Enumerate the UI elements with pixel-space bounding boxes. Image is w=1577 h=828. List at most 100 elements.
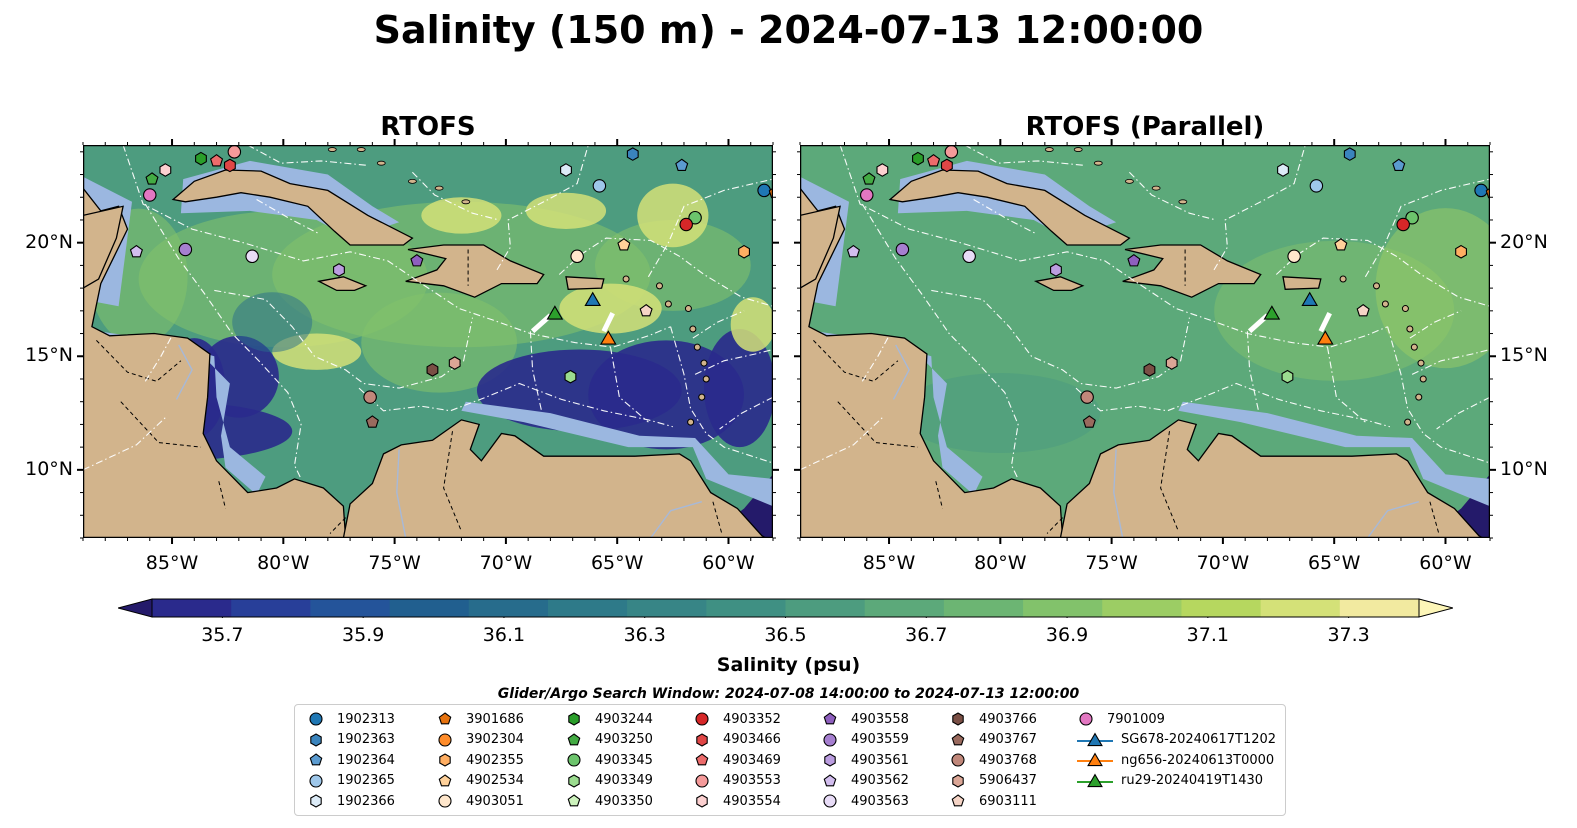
map-marker-5906437-0[interactable] (448, 356, 461, 370)
map-marker-4903558-1[interactable] (1127, 253, 1141, 267)
legend-label: 1902313 (337, 711, 395, 727)
legend-label: 1902364 (337, 752, 395, 768)
colorbar-segment (547, 599, 628, 617)
legend-label: 4903352 (723, 711, 781, 727)
legend-label: 4903554 (723, 793, 781, 809)
legend-marker-hexagon (824, 753, 836, 767)
map-marker-4903559-1[interactable] (895, 242, 910, 257)
map-marker-4903553-1[interactable] (944, 145, 959, 159)
map-marker-4903352-0[interactable] (679, 217, 693, 232)
legend-item: 1902365 (307, 771, 395, 791)
colorbar-extend-low (118, 598, 153, 618)
map-marker-1902365-0[interactable] (592, 179, 607, 193)
main-title: Salinity (150 m) - 2024-07-13 12:00:00 (373, 8, 1204, 52)
map-marker-4903466-1[interactable] (940, 158, 953, 173)
map-marker-4903554-1[interactable] (876, 163, 889, 177)
map-marker-5906437-1[interactable] (1165, 356, 1178, 370)
map-marker-4903051-0[interactable] (570, 249, 584, 264)
legend-marker-circle (567, 753, 581, 767)
map-marker-1902365-1[interactable] (1309, 179, 1324, 193)
legend-marker-hexagon (310, 732, 322, 747)
map-marker-4903563-0[interactable] (245, 249, 259, 264)
legend-marker-pentagon (438, 773, 452, 786)
map-marker-4902534-1[interactable] (1334, 238, 1348, 251)
map-marker-4903766-1[interactable] (1143, 363, 1156, 377)
map-marker-1902313-1[interactable] (1474, 183, 1488, 198)
map-marker-4903469-1[interactable] (927, 154, 941, 167)
map-marker-ng656-20240613T0000-1[interactable] (1316, 330, 1334, 345)
legend: 1902313 1902363 1902364 1902365 1902366 39016… (294, 704, 1286, 816)
map-marker-ru29-20240419T1430-0[interactable] (546, 305, 564, 320)
map-marker-4903554-0[interactable] (159, 163, 172, 177)
legend-marker-pentagon (951, 794, 965, 807)
map-marker-4903561-1[interactable] (1050, 263, 1062, 277)
legend-marker-triangle (1077, 732, 1113, 746)
lon-tick-label: 70°W (479, 552, 533, 574)
map-marker-6903111-1[interactable] (1356, 303, 1370, 317)
legend-item: 4902355 (436, 750, 524, 770)
map-marker-4903345-0[interactable] (688, 210, 702, 225)
map-marker-4903469-0[interactable] (210, 154, 224, 167)
map-marker-4903558-0[interactable] (410, 253, 424, 267)
legend-item: 4903469 (693, 750, 781, 770)
map-marker-4903345-1[interactable] (1405, 210, 1419, 225)
map-marker-1902364-1[interactable] (1392, 158, 1406, 172)
map-marker-1902366-1[interactable] (1277, 163, 1289, 177)
map-marker-4903352-1[interactable] (1396, 217, 1410, 232)
map-marker-4903562-1[interactable] (846, 244, 860, 258)
legend-item: 4903250 (565, 730, 653, 750)
map-marker-4902534-0[interactable] (617, 238, 631, 251)
lon-tick-label: 60°W (702, 552, 755, 574)
map-marker-6903111-0[interactable] (639, 303, 653, 317)
legend-marker-hexagon (952, 773, 964, 788)
map-marker-1902363-0[interactable] (626, 147, 639, 161)
legend-marker-hexagon (568, 773, 580, 788)
map-marker-4903349-1[interactable] (1281, 369, 1294, 384)
map-marker-4903559-0[interactable] (178, 242, 193, 257)
map-marker-4903250-0[interactable] (145, 172, 159, 185)
map-marker-1902313-0[interactable] (757, 183, 771, 198)
legend-label: 4903766 (979, 711, 1037, 727)
map-marker-4903244-0[interactable] (195, 151, 207, 166)
map-marker-ru29-20240419T1430-1[interactable] (1263, 305, 1281, 320)
map-marker-4902355-0[interactable] (738, 244, 750, 259)
map-marker-ng656-20240613T0000-0[interactable] (599, 330, 617, 345)
map-marker-4903553-0[interactable] (227, 145, 242, 159)
map-marker-4903563-1[interactable] (962, 249, 976, 264)
map-marker-SG678-20240617T1202-1[interactable] (1301, 291, 1319, 306)
lon-tick-label: 80°W (974, 552, 1027, 574)
map-marker-1902366-0[interactable] (560, 163, 572, 177)
map-marker-4903766-0[interactable] (426, 363, 439, 377)
map-panel-rtofs[interactable] (83, 145, 773, 538)
map-marker-4903250-1[interactable] (862, 172, 876, 185)
map-marker-7901009-0[interactable] (143, 188, 157, 202)
map-marker-4902355-1[interactable] (1455, 244, 1467, 259)
map-marker-4903466-0[interactable] (223, 158, 236, 173)
map-marker-4903561-0[interactable] (333, 263, 345, 277)
map-marker-4903349-0[interactable] (564, 369, 577, 384)
map-marker-SG678-20240617T1202-0[interactable] (584, 291, 602, 306)
map-panel-parallel[interactable] (800, 145, 1490, 538)
colorbar-tick-label: 36.5 (764, 624, 807, 646)
map-marker-4903562-0[interactable] (129, 244, 143, 258)
legend-label: 4903466 (723, 732, 781, 747)
map-marker-1902364-0[interactable] (675, 158, 689, 172)
colorbar-tick-label: 36.9 (1045, 624, 1089, 646)
map-marker-4903767-1[interactable] (1082, 415, 1096, 428)
map-marker-4903051-1[interactable] (1287, 249, 1301, 264)
legend-marker-circle (438, 732, 452, 747)
colorbar-segment (1102, 599, 1182, 617)
legend-marker-circle (695, 712, 709, 726)
lat-tick-label: 10°N (1500, 457, 1548, 480)
map-marker-4903768-1[interactable] (1080, 390, 1094, 404)
lon-tick-label: 85°W (862, 552, 916, 574)
map-marker-7901009-1[interactable] (860, 188, 874, 202)
map-marker-4903244-1[interactable] (912, 151, 924, 166)
legend-label: 3901686 (466, 711, 524, 727)
legend-label: 4903469 (723, 752, 781, 768)
map-marker-4903768-0[interactable] (363, 390, 377, 404)
colorbar-tick-label: 36.3 (623, 624, 666, 646)
legend-item: 4903554 (693, 791, 781, 811)
map-marker-1902363-1[interactable] (1343, 147, 1356, 161)
map-marker-4903767-0[interactable] (365, 415, 379, 428)
